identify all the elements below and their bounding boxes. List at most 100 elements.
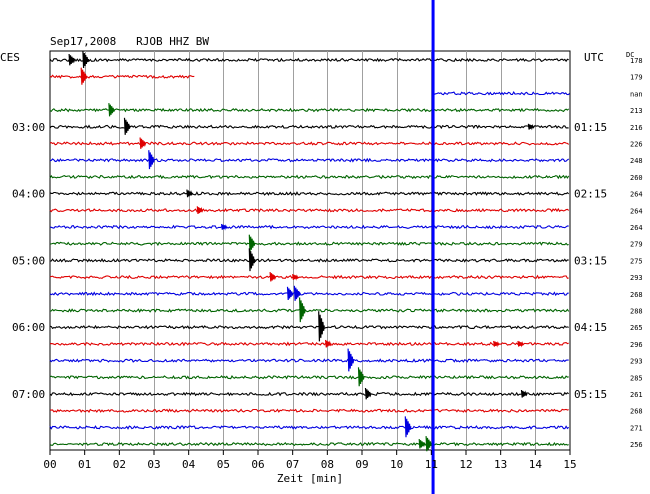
right-time-label: 01:15	[574, 121, 607, 134]
x-tick-label: 12	[459, 458, 472, 471]
trace-row	[49, 341, 569, 347]
trace-row	[49, 324, 569, 330]
trace-row	[49, 141, 570, 146]
trace-row	[49, 241, 569, 247]
seismic-event	[357, 367, 365, 387]
x-axis-label: Zeit [min]	[277, 472, 343, 485]
seismic-event	[520, 389, 528, 398]
trace-row	[50, 408, 569, 413]
left-time-label: 07:00	[12, 388, 45, 401]
left-timezone-label: CES	[0, 51, 20, 64]
trace-row	[49, 308, 570, 313]
seismic-event	[293, 285, 301, 301]
x-axis: 00 01 02 03 04 05 06 07 08 09 10 11 12 13 14 15	[43, 450, 577, 471]
seismic-event	[148, 150, 155, 170]
dc-value: 285	[630, 374, 643, 382]
x-tick-label: 06	[251, 458, 264, 471]
dc-value: 260	[630, 174, 643, 182]
seismic-event	[269, 272, 277, 282]
right-timezone-label: UTC	[584, 51, 604, 64]
dc-value: 226	[630, 141, 643, 149]
seismic-event	[364, 387, 372, 400]
dc-value: 268	[630, 291, 643, 299]
seismic-event	[82, 50, 90, 69]
left-time-label: 05:00	[12, 254, 45, 267]
seismic-traces	[49, 50, 570, 452]
dc-value: 275	[630, 257, 643, 265]
seismic-event	[517, 340, 525, 348]
x-tick-label: 15	[563, 458, 576, 471]
plot-grid	[49, 50, 571, 451]
trace-row	[49, 124, 569, 130]
dc-value: 261	[630, 391, 643, 399]
dc-value: 213	[630, 107, 643, 115]
trace-row	[432, 91, 570, 96]
seismic-event	[418, 439, 426, 449]
dc-value: 271	[630, 424, 643, 432]
x-tick-label: 13	[494, 458, 507, 471]
dc-value: 268	[630, 408, 643, 416]
seismic-event	[248, 248, 256, 272]
trace-row	[49, 257, 569, 263]
seismic-event	[221, 223, 228, 231]
right-time-label: 05:15	[574, 388, 607, 401]
seismic-event	[318, 311, 325, 342]
dc-value: 293	[630, 274, 643, 282]
trace-row	[49, 157, 570, 163]
dc-value: 216	[630, 124, 643, 132]
seismic-event	[292, 274, 299, 281]
x-tick-label: 00	[43, 458, 56, 471]
trace-row	[49, 224, 569, 230]
trace-row	[49, 191, 570, 197]
trace-row	[49, 174, 570, 180]
dc-value: 265	[630, 324, 643, 332]
time-labels: 03:00 04:00 05:00 06:00 07:00 01:15 02:15 03:15…	[12, 57, 643, 449]
trace-row	[49, 358, 569, 363]
seismic-event	[299, 297, 306, 323]
seismic-event	[493, 340, 500, 348]
x-tick-label: 01	[78, 458, 91, 471]
plot-frame	[49, 50, 571, 451]
x-tick-label: 08	[321, 458, 334, 471]
trace-row	[49, 274, 569, 280]
seismic-event	[186, 189, 194, 198]
dc-value: 279	[630, 241, 643, 249]
trace-row	[49, 441, 569, 447]
dc-value: 179	[630, 74, 643, 82]
x-tick-label: 11	[425, 458, 438, 471]
dc-value: 248	[630, 157, 643, 165]
chart-title: Sep17,2008 RJOB HHZ BW	[50, 35, 209, 48]
seismic-event	[139, 137, 147, 149]
trace-row	[49, 391, 570, 397]
trace-row	[49, 74, 195, 79]
seismic-event	[425, 436, 433, 452]
dc-value: 293	[630, 358, 643, 366]
dc-header: DC	[626, 51, 634, 59]
x-tick-label: 09	[355, 458, 368, 471]
dc-value: nan	[630, 90, 643, 98]
dc-value: 178	[630, 57, 643, 65]
dc-value: 288	[630, 308, 643, 316]
seismic-event	[123, 117, 131, 135]
dc-value: 296	[630, 341, 643, 349]
x-tick-label: 10	[390, 458, 403, 471]
seismic-event	[80, 67, 88, 85]
trace-row	[49, 425, 570, 430]
x-tick-label: 02	[113, 458, 126, 471]
seismic-event	[404, 416, 412, 438]
seismic-event	[527, 123, 535, 131]
right-time-label: 02:15	[574, 188, 607, 201]
right-time-label: 03:15	[574, 254, 607, 267]
dc-value: 264	[630, 224, 643, 232]
x-tick-label: 04	[182, 458, 196, 471]
seismic-event	[196, 206, 204, 214]
dc-value: 264	[630, 207, 643, 215]
trace-row	[49, 107, 570, 113]
trace-row	[49, 207, 570, 213]
x-tick-label: 05	[217, 458, 230, 471]
left-time-label: 06:00	[12, 321, 45, 334]
x-tick-label: 14	[529, 458, 543, 471]
left-time-label: 03:00	[12, 121, 45, 134]
seismic-event	[108, 103, 116, 117]
